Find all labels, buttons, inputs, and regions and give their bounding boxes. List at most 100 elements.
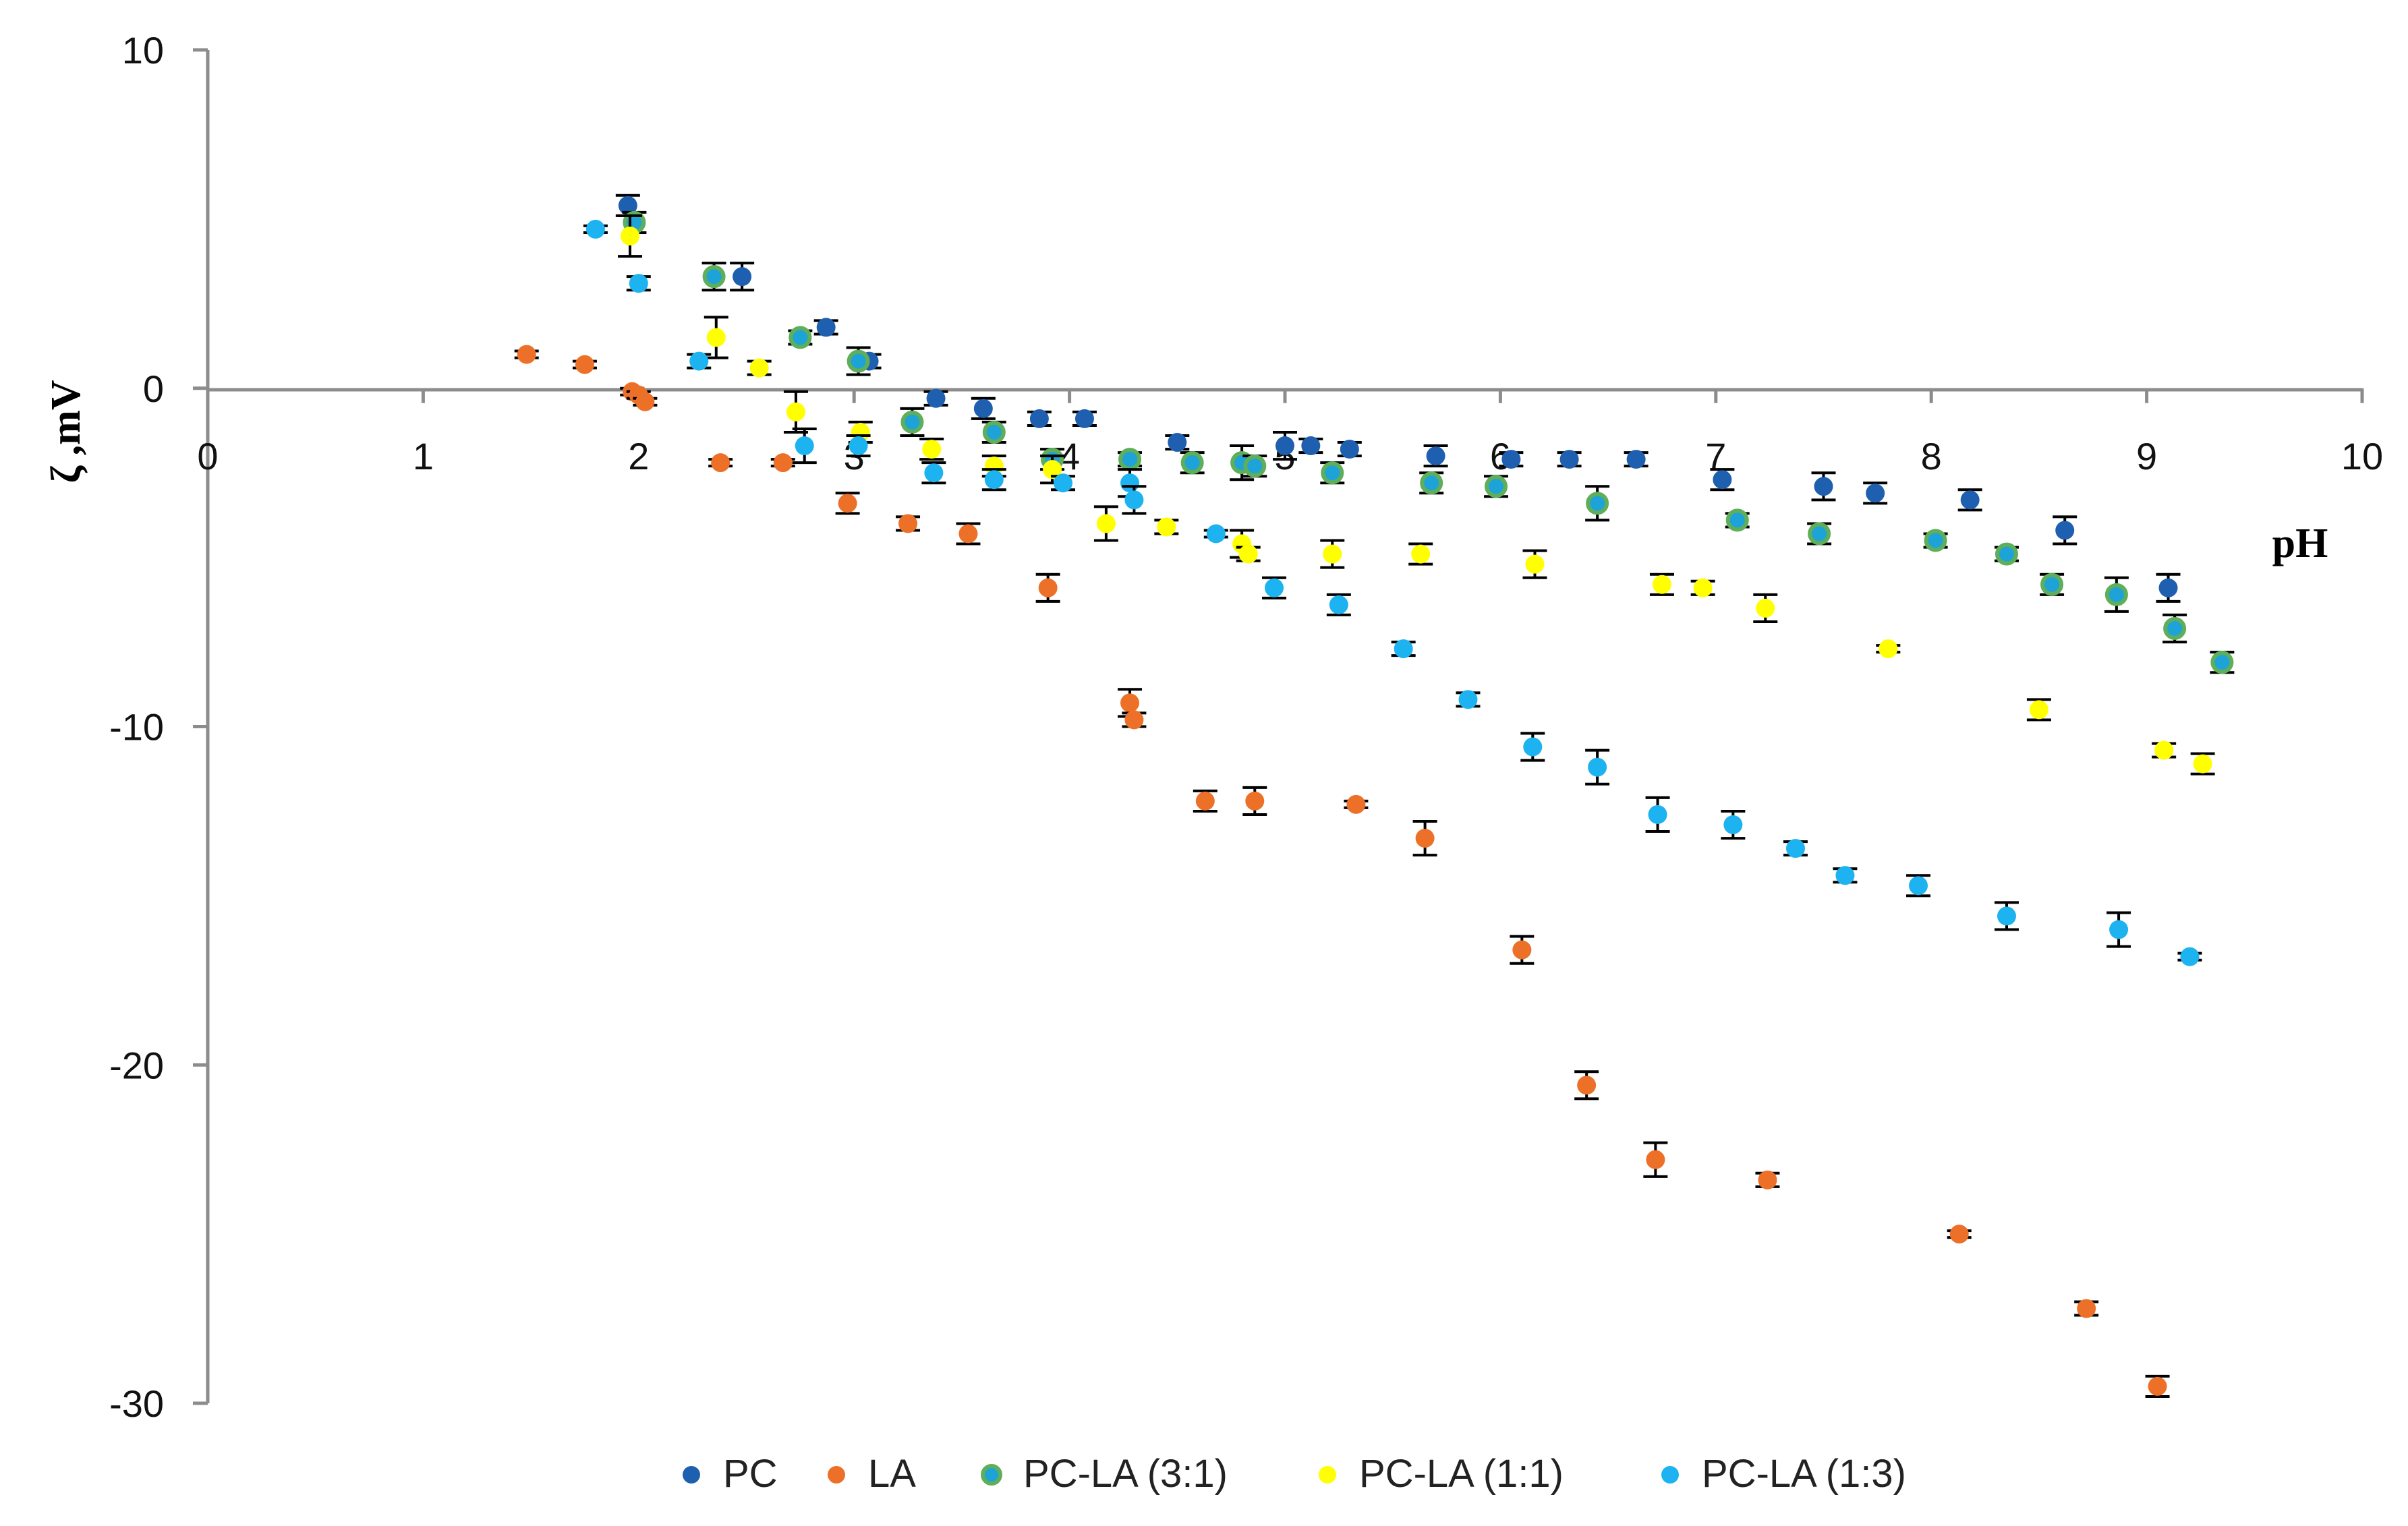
data-point [1501,450,1521,469]
data-point [2163,616,2187,640]
data-point [1756,598,1775,618]
data-point [773,453,793,473]
data-point [958,524,978,544]
data-point [1713,470,1732,490]
data-point [1523,737,1543,757]
legend-label: PC [723,1452,778,1496]
data-point [1586,492,1609,515]
data-point [1124,490,1144,510]
plot-area [514,194,2235,1398]
data-point [1124,710,1144,730]
data-point [984,470,1004,490]
data-point [1120,693,1140,713]
data-point [689,351,709,371]
data-point [900,410,924,434]
data-point [1866,483,1885,503]
data-point [2154,740,2174,760]
data-point [1559,450,1579,469]
legend-marker [981,1464,1002,1486]
series-4 [583,219,2202,966]
series-3 [618,214,2215,775]
data-point [621,226,640,245]
data-point [1415,829,1435,848]
y-axis-title: ζ ,mV [43,380,89,483]
data-point [2193,754,2212,773]
data-point [1321,461,1344,485]
data-point [1626,450,1646,469]
data-point [2040,573,2064,596]
data-point [575,355,594,374]
data-point [1785,839,1805,858]
data-point [838,494,857,513]
data-point [1924,529,1947,552]
data-point [1909,876,1928,896]
data-point [1646,1150,1665,1169]
x-tick-label: 2 [628,435,649,477]
data-point [898,514,918,533]
data-point [1693,578,1713,597]
series-0 [615,194,2181,603]
data-point [733,267,752,287]
y-tick-label: 0 [143,368,164,410]
x-tick-label: 9 [2136,435,2157,477]
legend-marker [828,1466,845,1484]
legend: PC LA PC-LA (3:1) PC-LA (1:1) PC-LA (1:3) [683,1452,1906,1496]
data-point [1485,475,1508,498]
data-point [849,436,868,456]
data-point [1426,446,1445,466]
data-point [1323,544,1342,564]
data-point [1411,544,1431,564]
data-point [2104,583,2128,606]
legend-marker [1661,1466,1679,1484]
data-point [706,328,726,347]
data-point [1652,575,1671,594]
data-point [1096,514,1116,533]
data-point [2055,521,2075,540]
series-2 [622,210,2235,674]
data-point [816,318,836,337]
x-tick-label: 0 [197,435,218,477]
data-point [789,326,812,349]
legend-marker [683,1466,700,1484]
legend-marker [1319,1466,1336,1484]
y-tick-label: -10 [109,706,164,749]
data-point [1960,490,1980,510]
legend-label: LA [868,1452,916,1496]
data-point [1758,1170,1777,1190]
data-point [2210,651,2234,674]
data-point [1346,794,1366,814]
data-point [629,274,648,293]
data-point [1588,757,1607,777]
axes: 100-10-20-30 012345678910 ζ ,mV pH [43,29,2383,1425]
data-point [711,453,730,473]
data-point [1512,940,1532,960]
data-point [1525,554,1545,574]
data-point [1054,473,1073,493]
y-tick-label: 10 [122,29,164,71]
data-point [1206,524,1226,544]
data-point [585,219,605,239]
data-point [2109,920,2129,939]
data-point [1168,433,1187,452]
data-point [1648,804,1667,824]
series-1 [514,345,2170,1398]
data-point [982,420,1006,444]
data-point [2148,1376,2167,1396]
data-point [926,388,946,408]
y-tick-label: -20 [109,1044,164,1086]
x-axis-title: pH [2272,521,2328,566]
data-point [1301,436,1321,456]
data-point [1995,542,2018,566]
data-point [1394,639,1413,659]
x-tick-label: 10 [2341,435,2383,477]
data-point [1180,451,1204,475]
data-point [924,463,944,483]
y-ticks: 10 0 -10 -20 -30 [109,29,208,1425]
data-point [795,436,814,456]
data-point [1243,454,1267,478]
data-point [749,358,769,378]
x-tick-label: 1 [413,435,434,477]
data-point [1458,690,1478,709]
x-tick-label: 8 [1921,435,1942,477]
